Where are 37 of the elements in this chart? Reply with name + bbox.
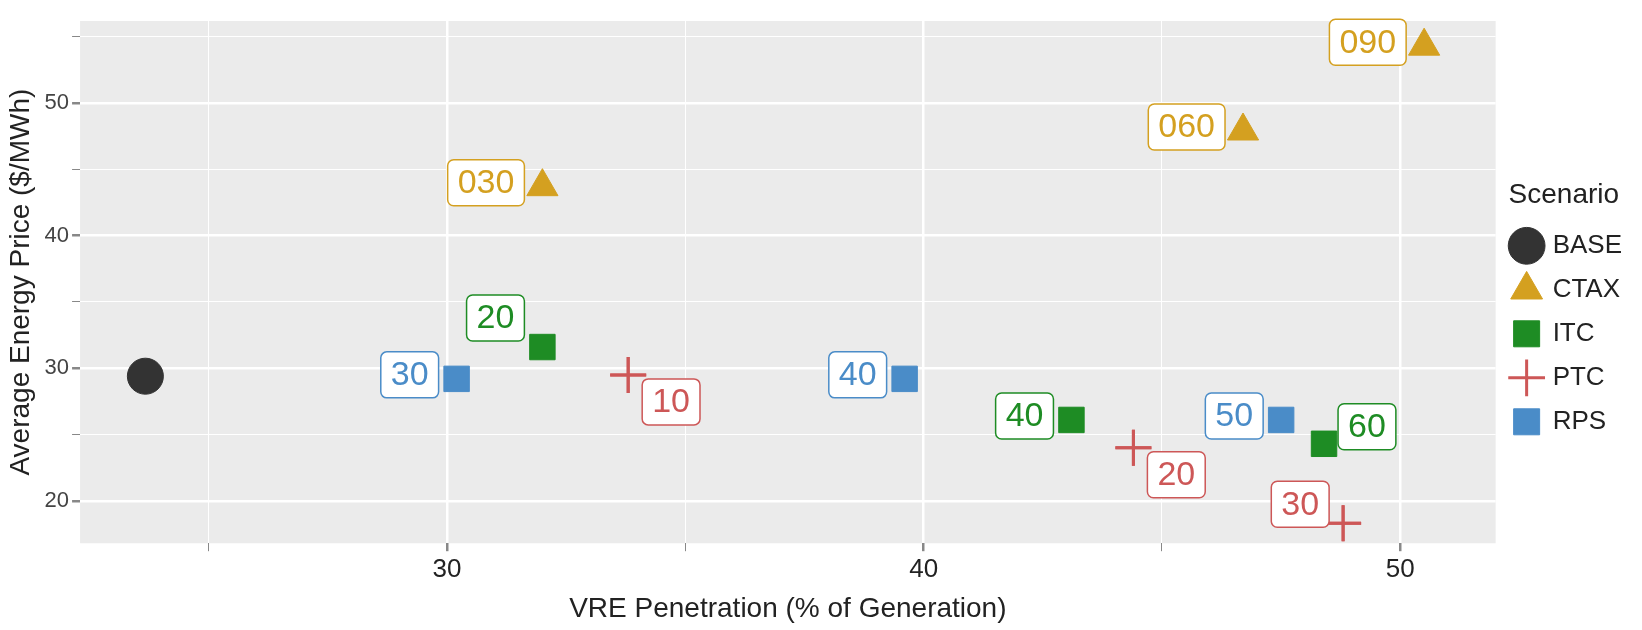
annotation: 30 (390, 354, 429, 393)
annotation: 20 (476, 297, 515, 336)
annotation: 40 (838, 354, 877, 393)
legend-label: BASE (1552, 228, 1623, 259)
legend-label: CTAX (1552, 272, 1621, 303)
point (529, 333, 556, 361)
legend-title: Scenario (1508, 177, 1620, 209)
annotation: 090 (1339, 21, 1397, 60)
point (443, 365, 470, 393)
y-tick-label: 20 (44, 486, 70, 512)
legend-label: RPS (1552, 404, 1607, 435)
point (526, 168, 559, 197)
legend-label: PTC (1552, 360, 1605, 391)
x-tick-label: 30 (432, 552, 462, 583)
y-tick-label: 30 (44, 354, 70, 380)
point (1267, 406, 1295, 434)
point (1310, 430, 1338, 458)
point (1408, 27, 1441, 56)
y-axis-title: Average Energy Price ($/MWh) (3, 88, 35, 476)
y-tick-label: 40 (44, 221, 70, 247)
point (891, 365, 918, 393)
annotation: 30 (1281, 483, 1320, 522)
x-tick-label: 50 (1385, 552, 1415, 583)
x-axis-title: VRE Penetration (% of Generation) (569, 591, 1007, 623)
point (1226, 112, 1260, 141)
annotation: 40 (1005, 395, 1044, 434)
annotation: 60 (1348, 406, 1386, 445)
annotation: 030 (457, 162, 515, 201)
point (1058, 406, 1085, 434)
y-tick-label: 50 (44, 89, 70, 115)
annotation: 060 (1158, 106, 1216, 145)
annotation: 50 (1215, 395, 1254, 434)
x-tick-label: 40 (909, 552, 939, 583)
annotation: 10 (652, 381, 691, 420)
point (126, 357, 164, 395)
annotation: 20 (1157, 454, 1196, 493)
legend-label: ITC (1552, 316, 1595, 347)
